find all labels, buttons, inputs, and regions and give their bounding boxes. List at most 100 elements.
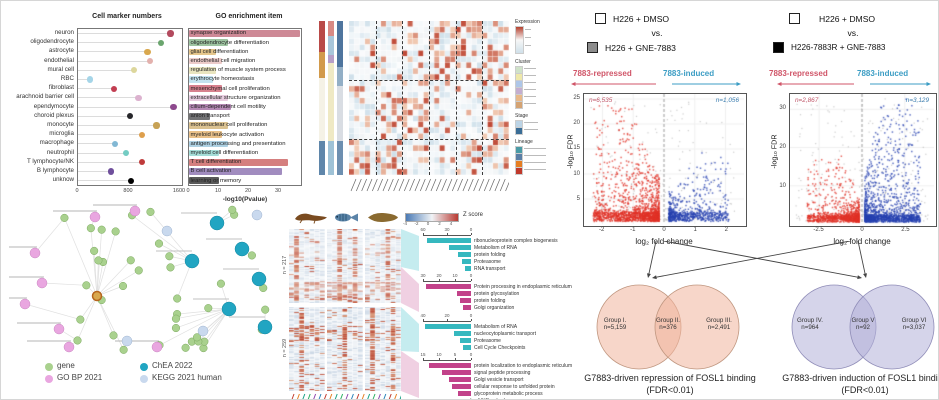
group-n: n=5,159 <box>603 324 627 332</box>
volcano-plot-area <box>789 93 937 227</box>
legend-label-placeholder <box>524 148 546 149</box>
pathway-bar <box>429 363 471 368</box>
go-term-label: cilium-dependent cell motility <box>190 103 266 110</box>
legend-label: ChEA 2022 <box>152 361 193 370</box>
axis-tick <box>447 233 448 235</box>
x-tick-mark <box>366 178 373 192</box>
kegg-node <box>121 335 133 347</box>
zscore-heatmap-block <box>289 229 325 303</box>
dot-stem <box>78 161 142 163</box>
cell-type-label: astrocyte <box>48 47 74 55</box>
arrow-head <box>863 273 867 278</box>
dot-plot-title: Cell marker numbers <box>92 13 162 20</box>
pathway-bar <box>458 391 471 396</box>
legend-label-placeholder <box>524 96 536 97</box>
x-tick-mark <box>483 178 490 192</box>
tick-label: 0 <box>469 227 473 232</box>
gobp-node <box>19 298 31 310</box>
pathway-xaxis-label: -log10(P value) <box>437 398 537 399</box>
axis-tick <box>471 358 472 360</box>
pathway-bar-label: protein folding <box>474 251 506 258</box>
legend-title: Cluster <box>515 59 531 65</box>
gene-node <box>118 281 128 291</box>
gene-node <box>154 239 164 248</box>
go-bar <box>189 112 210 120</box>
legend-label-placeholder <box>524 68 536 69</box>
edge <box>41 282 87 286</box>
tick-label: 2 <box>438 221 441 226</box>
legend-swatch-dmso <box>595 13 606 24</box>
pathway-bar <box>426 284 471 289</box>
cell-marker-dot <box>170 103 177 111</box>
axis-tick <box>471 279 472 281</box>
group-n: n=3,037 <box>902 324 926 332</box>
x-tick-mark <box>356 178 362 192</box>
heatmap-divider <box>402 21 403 175</box>
dot-stem <box>78 143 115 145</box>
go-bar <box>189 149 219 157</box>
annotation-segment <box>319 51 325 78</box>
sample-tick-mark <box>340 393 344 399</box>
annotation-segment <box>319 21 325 52</box>
gene-node <box>90 246 99 255</box>
direction-arrows <box>571 82 741 86</box>
go-chart-title: GO enrichment item <box>215 13 283 20</box>
go-term-label: B cell activation <box>190 168 232 175</box>
gene-node <box>60 213 69 222</box>
axis-tick <box>423 358 424 360</box>
arrow-head <box>857 275 862 280</box>
go-bar <box>189 122 228 129</box>
pathway-bar-label: Metabolism of RNA <box>474 323 518 330</box>
tick-label: 30 <box>420 273 426 278</box>
annotation-bar <box>337 21 343 175</box>
direction-arrows <box>777 82 931 86</box>
panel-volcano-parental: H226 + DMSO vs. H226 + GNE-7883 7883-rep… <box>557 9 757 247</box>
sample-tick-mark <box>318 393 322 399</box>
pathway-bar <box>448 245 471 250</box>
network-graph <box>9 204 273 354</box>
arrow-line <box>663 241 860 278</box>
axis-tick <box>439 358 440 360</box>
pathway-bar <box>459 298 471 303</box>
edge <box>175 308 230 320</box>
venn-circle <box>654 284 740 370</box>
connector-wedge <box>401 351 419 398</box>
x-tick-mark <box>393 178 399 192</box>
annotation-segment <box>328 62 334 142</box>
cell-marker-dot <box>86 76 94 83</box>
tick-label: -4 <box>402 221 407 226</box>
sample-tick-mark <box>394 393 398 399</box>
dot-stem <box>78 51 148 53</box>
venn-caption-repression: G7883-driven repression of FOSL1 binding… <box>584 373 756 395</box>
legend-title: Expression <box>515 19 540 25</box>
sample-tick-mark <box>296 393 300 399</box>
venn-group-1: Group I. n=5,159 <box>589 317 641 332</box>
legend-label: gene <box>57 361 75 370</box>
x-tick-mark <box>499 178 506 192</box>
y-tick-label: 10 <box>573 170 580 177</box>
pathway-bar-label: RNA transport <box>474 265 506 272</box>
edge <box>150 211 193 262</box>
gene-node <box>173 294 182 303</box>
cell-type-label: choroid plexus <box>34 111 74 119</box>
edge <box>96 260 99 297</box>
go-bar <box>189 57 222 65</box>
legend-swatch-dmso <box>789 13 800 24</box>
edge <box>177 308 230 315</box>
x-tick-label: 1 <box>693 227 697 233</box>
y-tick-label: 15 <box>573 145 580 152</box>
pathway-bar-label: protein folding <box>474 297 506 304</box>
highlighted-node <box>91 290 103 302</box>
pathway-bar-label: Protein processing in endoplasmic reticu… <box>474 283 572 290</box>
arrow-head <box>652 275 657 280</box>
y-tick-label: 20 <box>779 143 786 150</box>
edge <box>77 295 98 341</box>
group-name: Group IV. <box>797 317 823 324</box>
legend-label-gne7883: H226 + GNE-7883 <box>605 43 676 53</box>
pathway-bar <box>442 370 471 375</box>
legend-dot <box>45 375 53 383</box>
axis-tick <box>423 279 424 281</box>
axis-tick <box>455 279 456 281</box>
gobp-node <box>129 205 141 217</box>
